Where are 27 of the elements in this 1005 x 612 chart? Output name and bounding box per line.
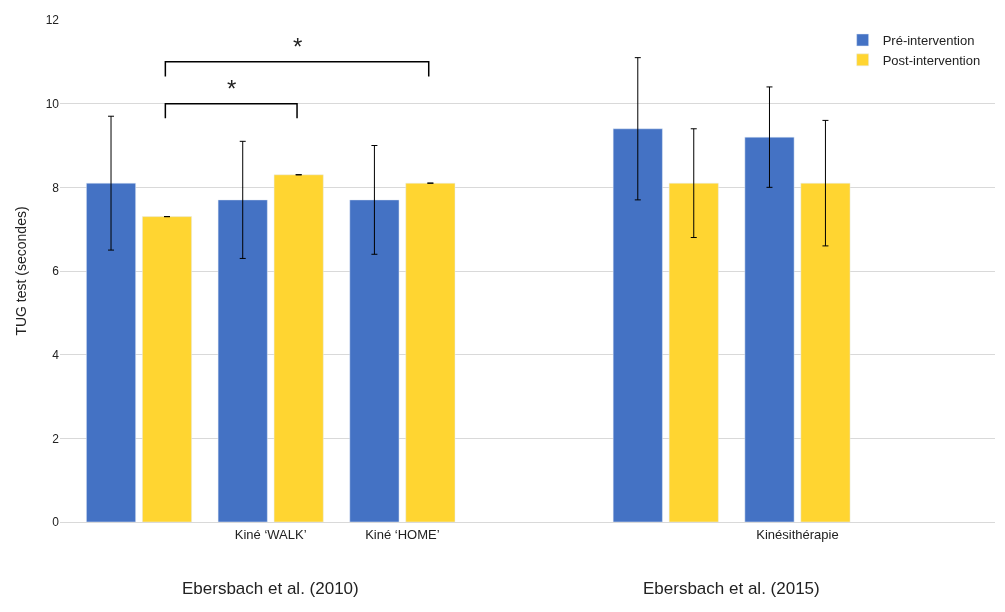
- annotation: *: [227, 75, 237, 102]
- legend-label: Post-intervention: [882, 52, 981, 68]
- x-tick-label: Kiné ‘HOME’: [365, 526, 440, 542]
- bar: [744, 136, 795, 522]
- annotation: *: [293, 33, 303, 60]
- y-tick-label: 2: [52, 431, 60, 446]
- y-axis-title: TUG test (secondes): [13, 206, 30, 336]
- y-tick-label: 10: [45, 96, 60, 111]
- text: Ebersbach et al. (2015): [643, 579, 820, 598]
- x-tick-label: Kiné ‘WALK’: [234, 526, 307, 542]
- bar: [612, 128, 663, 522]
- bar: [800, 182, 851, 522]
- y-tick-label: 12: [45, 13, 60, 28]
- bar: [142, 216, 192, 522]
- y-tick-label: 6: [52, 264, 60, 279]
- text: Ebersbach et al. (2010): [182, 579, 359, 598]
- y-tick-label: 8: [52, 180, 60, 195]
- y-tick-label: 0: [52, 515, 60, 530]
- bar: [86, 182, 136, 522]
- x-tick-label: Kinésithérapie: [756, 526, 839, 542]
- bar: [349, 199, 400, 522]
- bar: [273, 174, 324, 522]
- bar: [405, 182, 456, 522]
- bar: [668, 182, 719, 522]
- bar: [217, 199, 268, 522]
- legend-label: Pré-intervention: [882, 33, 975, 49]
- y-tick-label: 4: [52, 347, 60, 362]
